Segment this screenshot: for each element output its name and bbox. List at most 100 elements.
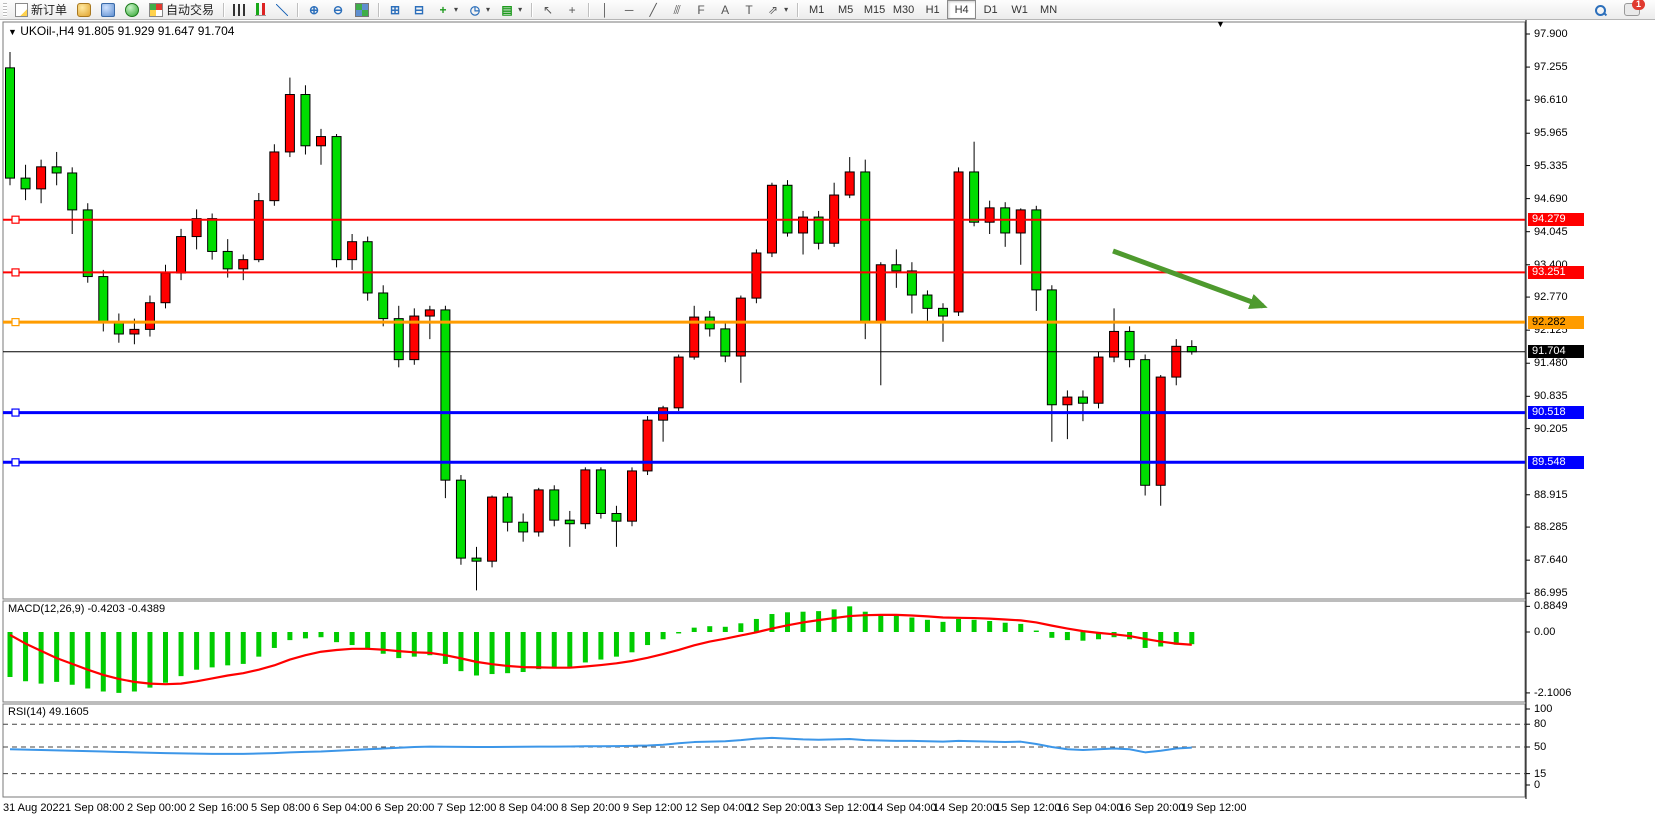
templates-button[interactable]: ▤ ▾ [495, 0, 527, 19]
fibonacci-tool-button[interactable]: F [689, 0, 713, 19]
timeframe-d1-button[interactable]: D1 [983, 3, 998, 16]
hline-anchor[interactable] [11, 268, 20, 277]
add-indicator-button[interactable]: + ▾ [431, 0, 463, 19]
zoom-in-button[interactable]: ⊕ [302, 0, 326, 19]
timeframe-h4-button[interactable]: H4 [947, 0, 977, 19]
price-tick-label: 86.995 [1534, 587, 1568, 600]
chart-region[interactable]: ▼ UKOil-,H4 91.805 91.929 91.647 91.704 … [0, 19, 1655, 819]
chevron-down-icon[interactable]: ▾ [486, 5, 491, 14]
horizontal-line-tool-button[interactable]: ─ [617, 0, 641, 19]
search-button[interactable] [1589, 0, 1611, 19]
candle [316, 136, 326, 147]
hline-anchor[interactable] [11, 318, 20, 327]
notification-badge: 1 [1632, 0, 1645, 10]
price-tick-label: 91.480 [1534, 357, 1568, 370]
candle [82, 209, 93, 278]
candlestick-chart-button[interactable] [250, 0, 271, 19]
chart-collapse-icon[interactable]: ▼ [8, 27, 17, 37]
cursor-tool-button[interactable]: ↖ [536, 0, 560, 19]
candle [969, 171, 980, 223]
candle [1109, 330, 1120, 358]
candle [51, 166, 62, 174]
candle [144, 302, 155, 330]
vertical-line-tool-button[interactable]: │ [593, 0, 617, 19]
macd-signal-line [9, 613, 1192, 686]
macd-pane-frame [2, 600, 1526, 703]
candle [549, 489, 560, 521]
text-tool-icon: A [721, 2, 730, 17]
rsi-tick-label: 100 [1534, 703, 1553, 715]
time-axis-label: 2 Sep 16:00 [189, 802, 249, 814]
market-watch-button[interactable] [120, 0, 144, 19]
new-chart-window-button[interactable]: ⊞ [383, 0, 407, 19]
periods-button[interactable]: ◷ ▾ [463, 0, 495, 19]
timeframe-m30-button[interactable]: M30 [892, 3, 915, 16]
candle [580, 469, 591, 525]
channel-tool-button[interactable]: ⫻ [665, 0, 689, 19]
candle [751, 252, 762, 299]
hline-anchor[interactable] [11, 408, 20, 417]
toolbar-drag-handle[interactable] [3, 2, 7, 17]
navigator-button[interactable] [96, 0, 120, 19]
timeframe-w1-button[interactable]: W1 [1011, 3, 1028, 16]
hline-anchor[interactable] [11, 215, 20, 224]
candle [5, 67, 15, 179]
candle [253, 200, 264, 261]
time-axis-label: 19 Sep 12:00 [1181, 802, 1247, 814]
chevron-down-icon[interactable]: ▾ [518, 5, 523, 14]
axis-ticks [1526, 33, 1530, 786]
candle [518, 521, 529, 533]
time-axis-label: 7 Sep 12:00 [437, 802, 497, 814]
cursor-tool-icon: ↖ [543, 2, 554, 17]
candle [627, 470, 637, 522]
trendline-tool-button[interactable]: ╱ [641, 0, 665, 19]
timeframe-m1-button[interactable]: M1 [808, 3, 825, 16]
arrows-tool-button[interactable]: ⇗ ▾ [761, 0, 793, 19]
tile-windows-button[interactable] [350, 0, 374, 19]
time-axis-label: 31 Aug 2022 [3, 802, 65, 814]
price-chart-canvas[interactable] [0, 20, 1655, 819]
candle [1062, 396, 1073, 406]
candle [1046, 289, 1057, 406]
macd-title: MACD(12,26,9) [8, 603, 85, 615]
timeframe-h1-button[interactable]: H1 [925, 3, 940, 16]
candle [533, 489, 544, 533]
chart-shift-marker[interactable]: ▼ [1216, 19, 1225, 29]
hline-anchor[interactable] [11, 458, 20, 467]
trend-arrow[interactable] [1112, 248, 1268, 310]
candle [347, 241, 358, 261]
candle [735, 297, 746, 357]
candle [455, 479, 466, 559]
price-tick-label: 97.255 [1534, 61, 1568, 74]
candles-icon [255, 3, 267, 16]
auto-icon [149, 2, 164, 17]
rsi-tick-label: 0 [1534, 779, 1541, 791]
chevron-down-icon[interactable]: ▾ [454, 5, 459, 14]
time-axis-label: 8 Sep 04:00 [499, 802, 559, 814]
new-order-button[interactable]: 新订单 [10, 0, 72, 19]
line-chart-button[interactable] [271, 0, 293, 19]
timeframe-mn-button[interactable]: MN [1040, 3, 1058, 16]
label-tool-button[interactable]: T [737, 0, 761, 19]
autotrading-button[interactable]: 自动交易 [144, 0, 219, 19]
candle [891, 264, 902, 272]
crosshair-tool-button[interactable]: + [560, 0, 584, 19]
profiles-window-button[interactable]: ⊟ [407, 0, 431, 19]
notifications-button[interactable]: 1 [1619, 0, 1645, 19]
timeframe-m15-button[interactable]: M15 [863, 3, 886, 16]
timeframe-m5-button[interactable]: M5 [837, 3, 854, 16]
candle [595, 469, 606, 514]
candle [642, 419, 653, 472]
candle [922, 294, 933, 309]
chevron-down-icon[interactable]: ▾ [784, 5, 789, 14]
templates-icon: ▤ [501, 2, 513, 17]
price-tick-label: 94.690 [1534, 192, 1568, 205]
candle [67, 172, 78, 211]
zoom-out-button[interactable]: ⊖ [326, 0, 350, 19]
candle [984, 207, 995, 223]
bar-chart-button[interactable] [228, 0, 250, 19]
text-tool-button[interactable]: A [713, 0, 737, 19]
time-axis-label: 13 Sep 12:00 [809, 802, 875, 814]
price-tag-89.548: 89.548 [1528, 455, 1584, 469]
chart-profile-button[interactable] [72, 0, 96, 19]
